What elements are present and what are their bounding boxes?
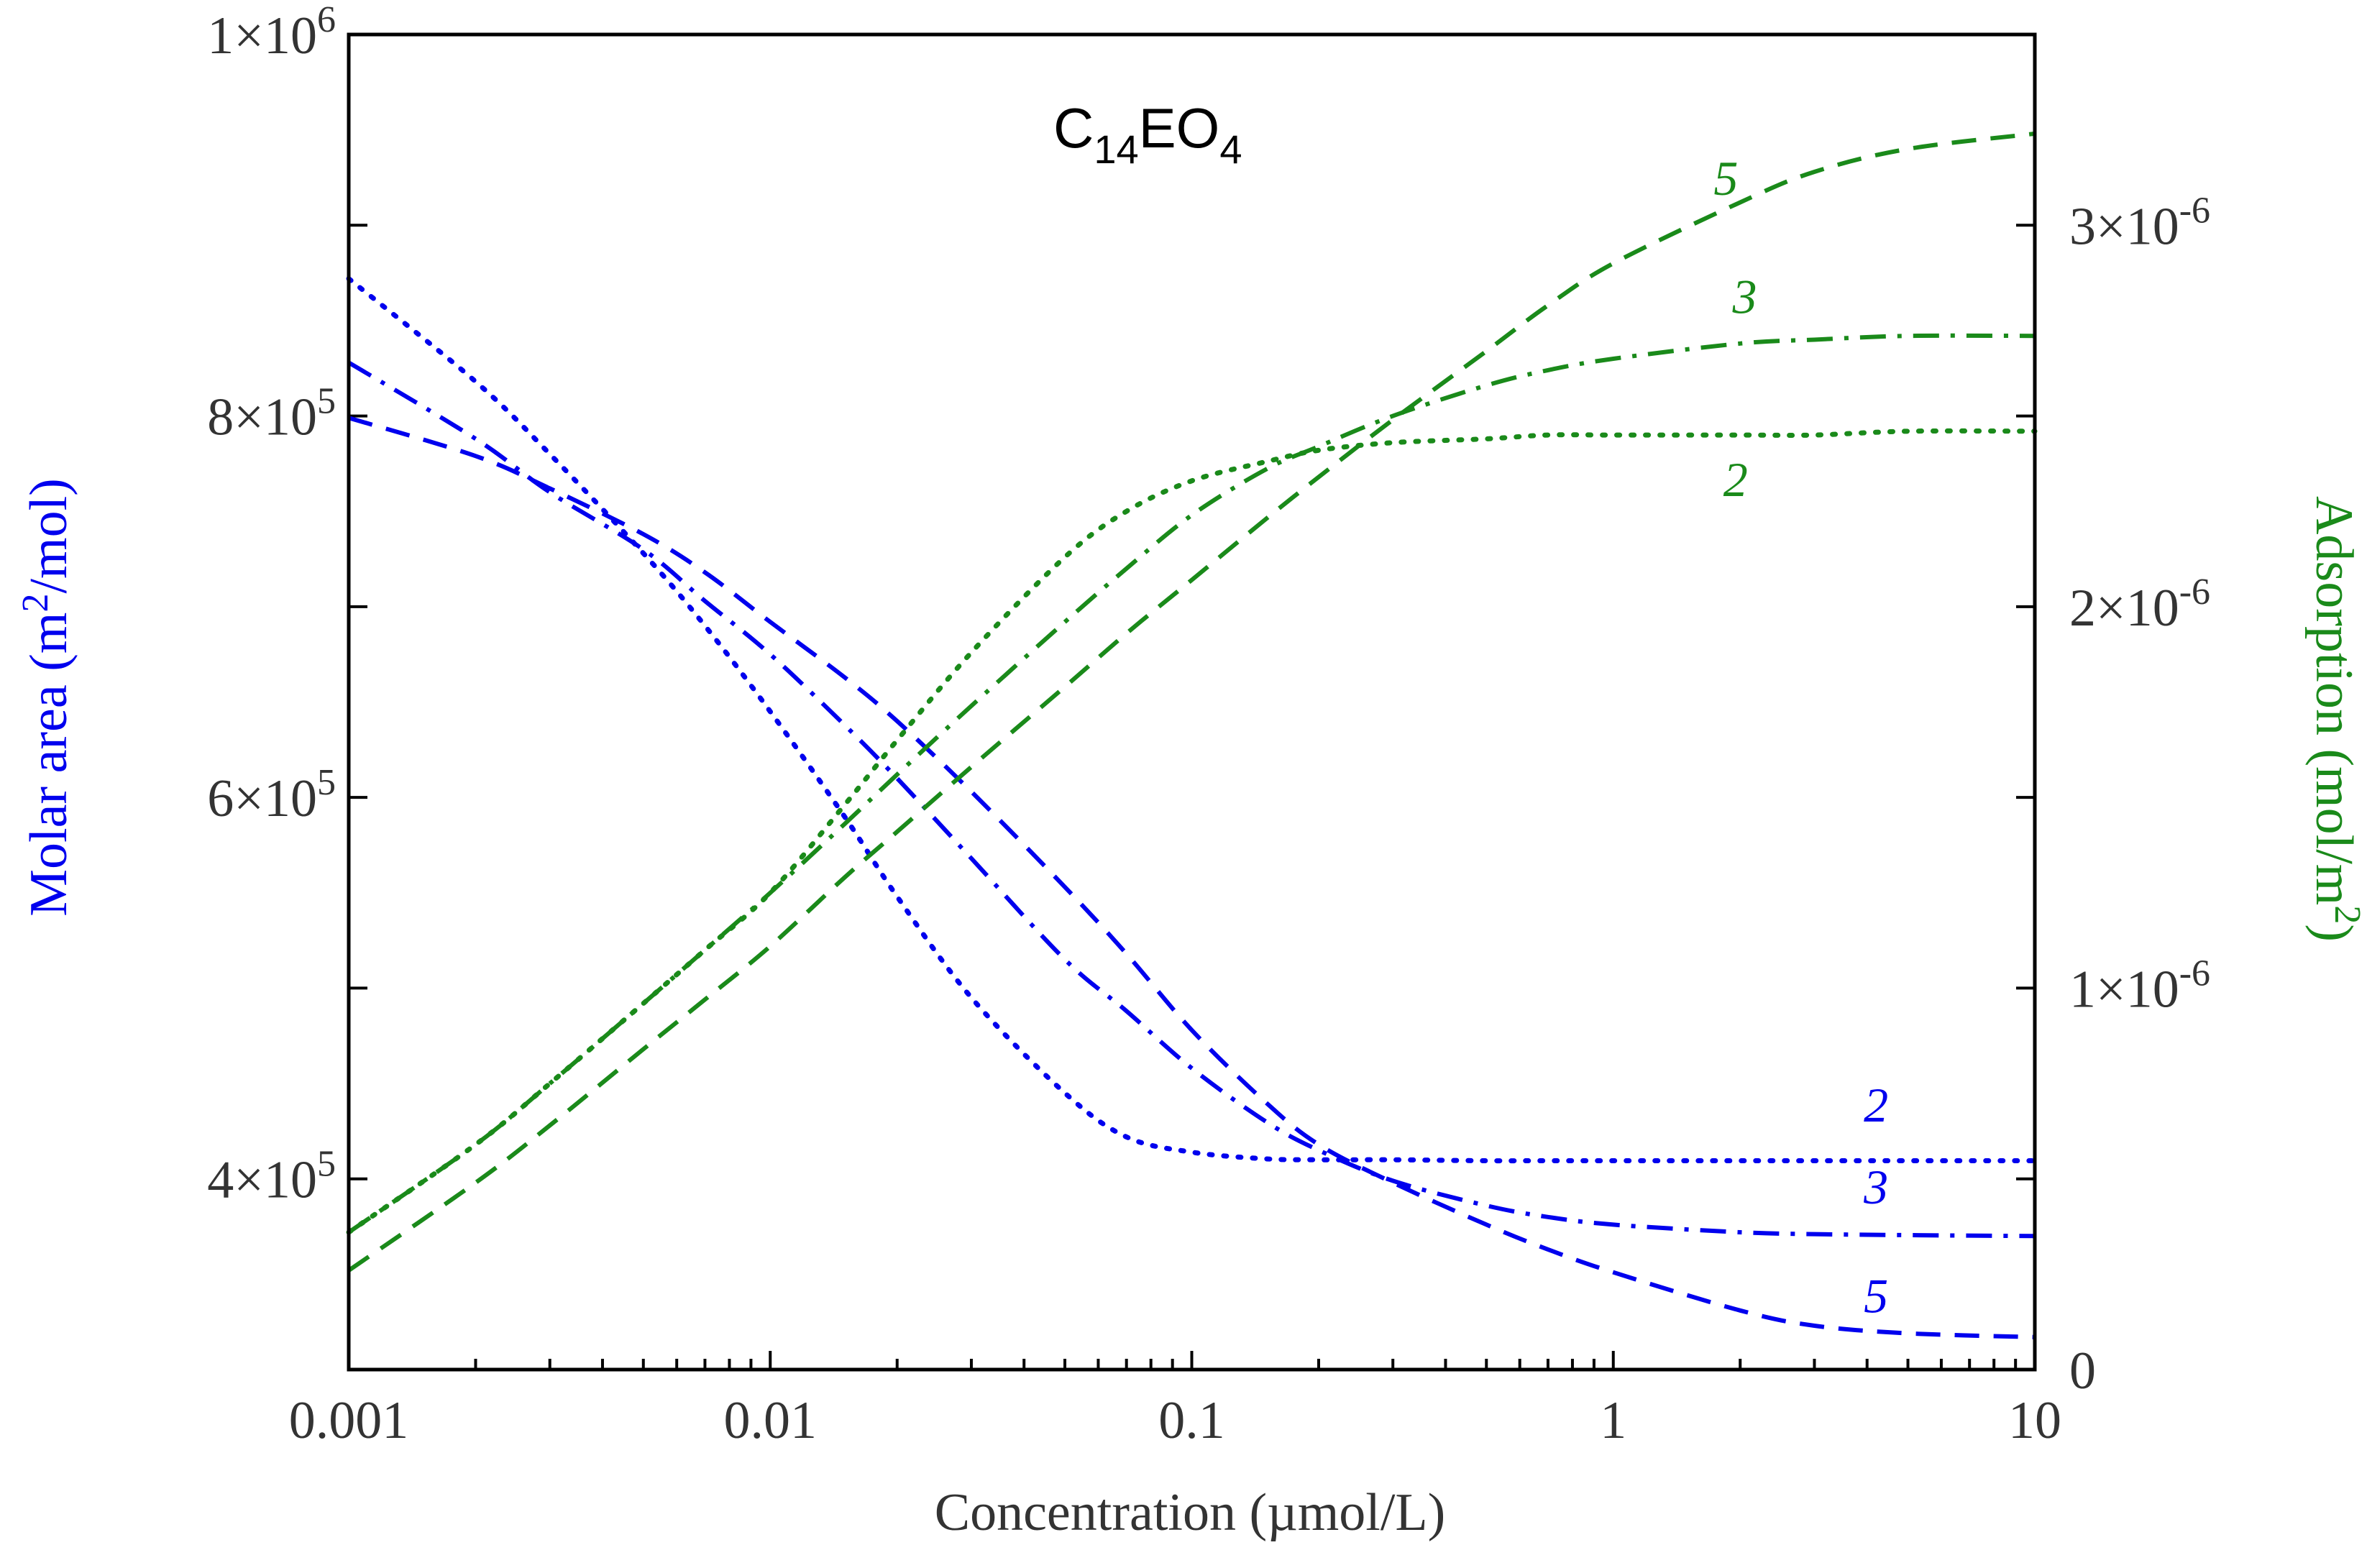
y-right-tick-label: 0	[2069, 1342, 2096, 1400]
curve-label: 5	[1864, 1268, 1888, 1323]
axis-ticks	[347, 33, 2036, 1371]
y-left-tick-label: 4×105	[207, 1144, 336, 1210]
curve-label: 2	[1723, 452, 1748, 507]
x-tick-label: 10	[2008, 1391, 2061, 1450]
curve-label: 5	[1713, 151, 1738, 206]
y-right-tick-label: 3×10-6	[2069, 190, 2210, 256]
curve-label: 2	[1864, 1078, 1888, 1132]
curve-labels: 2 3 5 2 3 5	[1713, 151, 1888, 1324]
series-line-molar-area-3	[347, 360, 2036, 1239]
tick-labels: 0.001 0.01 0.1 1 10 4×105 6×105 8×105 1×106 0 1×10…	[207, 0, 2210, 1450]
series-group	[346, 131, 2038, 1339]
series-line-adsorption-5	[347, 131, 2036, 1273]
series-line-adsorption-2	[346, 428, 2038, 1235]
series-line-molar-area-2	[346, 276, 2038, 1164]
x-tick-label: 0.01	[724, 1391, 818, 1450]
y-left-tick-label: 8×105	[207, 381, 336, 447]
x-tick-label: 0.1	[1158, 1391, 1225, 1450]
y-left-tick-label: 1×106	[207, 0, 336, 65]
x-tick-label: 1	[1600, 1391, 1626, 1450]
chart-title: C14EO4	[1053, 96, 1242, 172]
plot-frame	[347, 32, 2037, 1372]
y-right-tick-label: 2×10-6	[2069, 572, 2210, 638]
y-right-axis-title: Adsorption (mol/m2)	[2304, 496, 2367, 942]
x-axis-title: Concentration (µmol/L)	[935, 1483, 1446, 1542]
series-line-adsorption-3	[347, 333, 2036, 1234]
curve-label: 3	[1732, 269, 1757, 324]
series-line-molar-area-5	[348, 416, 2036, 1339]
y-left-axis-title: Molar area (m2/mol)	[15, 478, 78, 917]
y-right-tick-label: 1×10-6	[2069, 953, 2210, 1019]
x-tick-label: 0.001	[289, 1391, 409, 1450]
curve-label: 3	[1863, 1160, 1888, 1214]
y-left-tick-label: 6×105	[207, 762, 336, 828]
